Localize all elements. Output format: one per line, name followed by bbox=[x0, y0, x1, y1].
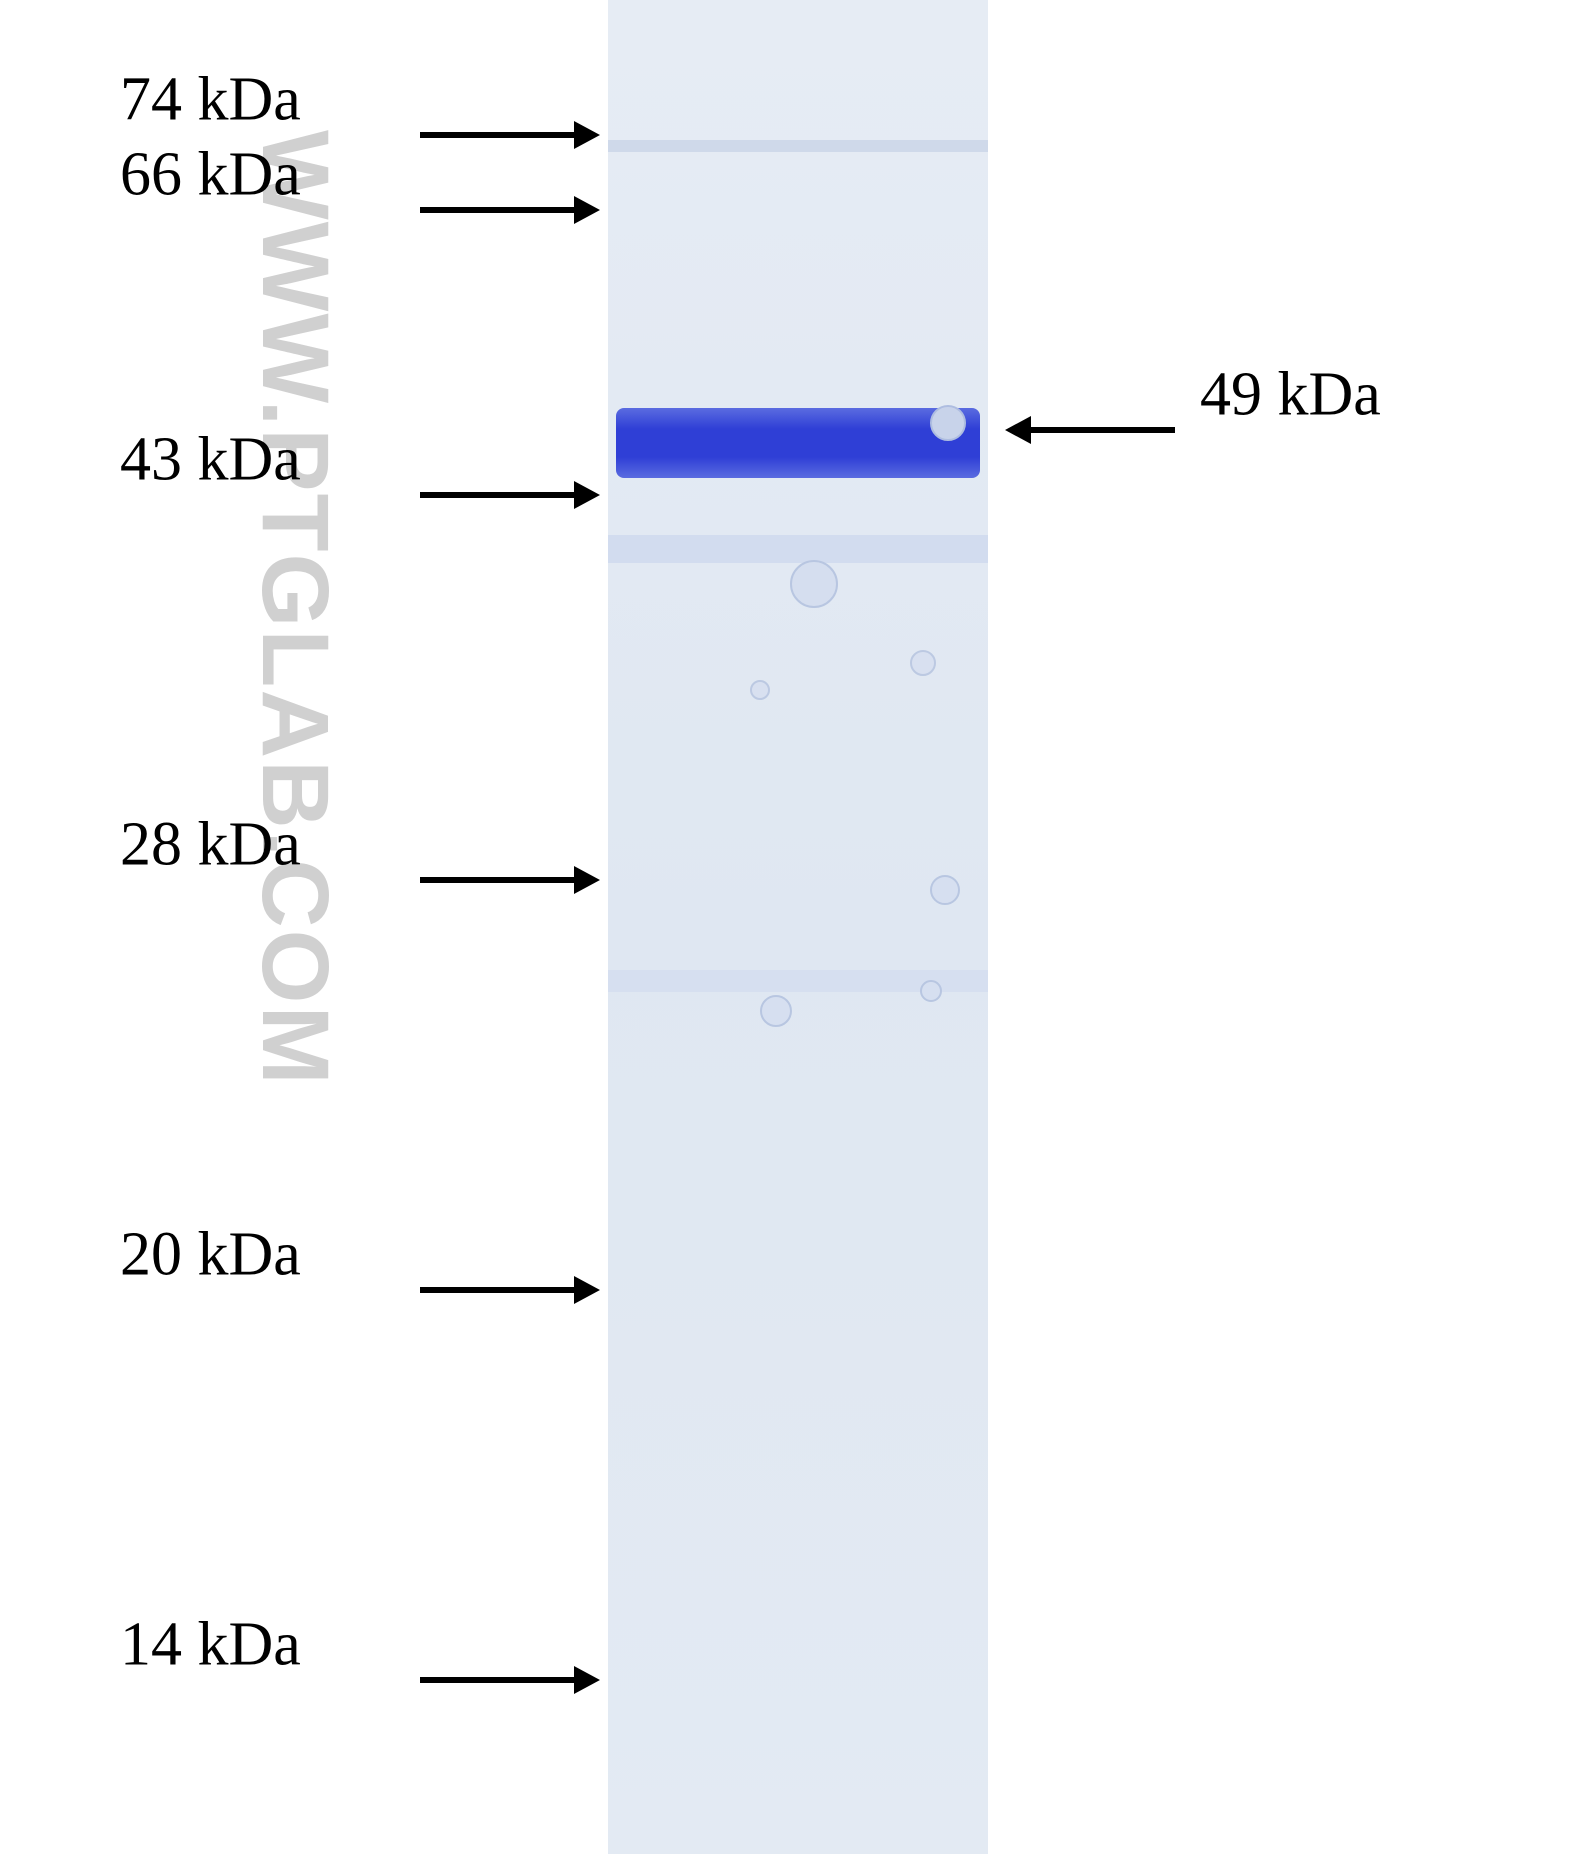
artifact-bubble-5 bbox=[760, 995, 792, 1027]
mw-marker-label: 20 kDa bbox=[120, 1219, 301, 1290]
artifact-bubble-1 bbox=[790, 560, 838, 608]
mw-marker-label: 43 kDa bbox=[120, 424, 301, 495]
protein-band bbox=[616, 408, 980, 478]
artifact-bubble-2 bbox=[910, 650, 936, 676]
gel-figure: WWW.PTGLAB.COM74 kDa66 kDa 43 kDa 28 kDa 20… bbox=[0, 0, 1585, 1854]
arrow-left-icon bbox=[1005, 410, 1175, 450]
mw-marker-label: 28 kDa bbox=[120, 809, 301, 880]
gel-lane bbox=[608, 0, 988, 1854]
arrow-right-icon bbox=[420, 1270, 600, 1310]
mw-marker-label: 49 kDa bbox=[1200, 359, 1381, 430]
arrow-right-icon bbox=[420, 860, 600, 900]
arrow-right-icon bbox=[420, 190, 600, 230]
mw-marker-label: 14 kDa bbox=[120, 1609, 301, 1680]
artifact-bubble-4 bbox=[930, 875, 960, 905]
arrow-right-icon bbox=[420, 1660, 600, 1700]
artifact-bubble-0 bbox=[930, 405, 966, 441]
faint-band-0 bbox=[608, 140, 988, 152]
artifact-bubble-3 bbox=[750, 680, 770, 700]
arrow-right-icon bbox=[420, 475, 600, 515]
mw-marker-label: 66 kDa bbox=[120, 139, 301, 210]
faint-band-1 bbox=[608, 535, 988, 563]
arrow-right-icon bbox=[420, 115, 600, 155]
mw-marker-label: 74 kDa bbox=[120, 64, 301, 135]
watermark: WWW.PTGLAB.COM bbox=[240, 130, 349, 1690]
artifact-bubble-6 bbox=[920, 980, 942, 1002]
